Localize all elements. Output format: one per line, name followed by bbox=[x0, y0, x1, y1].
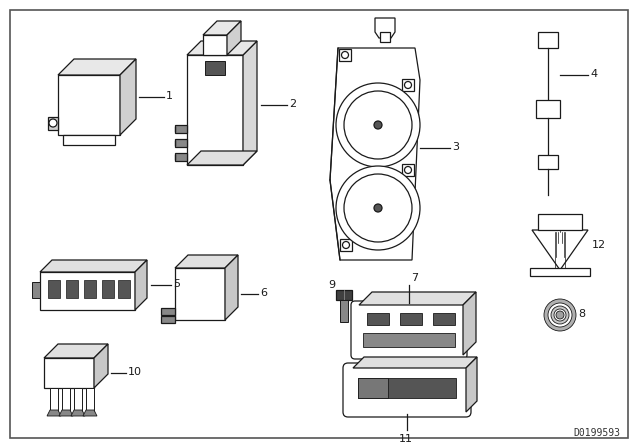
Polygon shape bbox=[203, 21, 241, 35]
FancyBboxPatch shape bbox=[351, 301, 467, 359]
Bar bbox=[358, 378, 388, 398]
Bar bbox=[363, 333, 455, 347]
Bar bbox=[50, 388, 58, 413]
Polygon shape bbox=[44, 358, 94, 388]
Circle shape bbox=[342, 52, 349, 59]
Bar bbox=[66, 280, 78, 298]
Polygon shape bbox=[225, 255, 238, 320]
Bar bbox=[400, 313, 422, 325]
Polygon shape bbox=[353, 357, 477, 368]
Polygon shape bbox=[175, 125, 187, 133]
Polygon shape bbox=[466, 357, 477, 412]
Bar bbox=[530, 268, 590, 276]
Bar bbox=[74, 388, 82, 413]
Text: 8: 8 bbox=[578, 309, 585, 319]
Bar bbox=[84, 280, 96, 298]
Polygon shape bbox=[203, 35, 227, 55]
Text: 9: 9 bbox=[328, 280, 335, 290]
Circle shape bbox=[551, 306, 569, 324]
Bar bbox=[538, 32, 558, 48]
Polygon shape bbox=[532, 230, 588, 270]
Text: 10: 10 bbox=[128, 367, 142, 377]
Circle shape bbox=[556, 311, 564, 319]
Text: 7: 7 bbox=[411, 273, 418, 283]
Circle shape bbox=[554, 309, 566, 321]
Polygon shape bbox=[161, 308, 175, 315]
Bar bbox=[402, 79, 414, 91]
Bar bbox=[118, 280, 130, 298]
Circle shape bbox=[336, 166, 420, 250]
Polygon shape bbox=[161, 316, 175, 323]
Polygon shape bbox=[359, 292, 476, 305]
Circle shape bbox=[342, 241, 349, 249]
Text: 1: 1 bbox=[166, 91, 173, 101]
Bar bbox=[340, 300, 348, 322]
Polygon shape bbox=[330, 48, 420, 260]
Polygon shape bbox=[463, 292, 476, 355]
Polygon shape bbox=[71, 410, 85, 416]
Bar bbox=[380, 32, 390, 42]
Polygon shape bbox=[175, 153, 187, 161]
Bar bbox=[340, 239, 352, 251]
Polygon shape bbox=[175, 268, 225, 320]
Circle shape bbox=[404, 167, 412, 173]
Bar bbox=[536, 100, 560, 118]
Text: 11: 11 bbox=[399, 434, 413, 444]
Bar bbox=[402, 164, 414, 176]
Circle shape bbox=[336, 83, 420, 167]
Polygon shape bbox=[120, 59, 136, 135]
Bar bbox=[367, 313, 389, 325]
Text: 4: 4 bbox=[590, 69, 597, 79]
Circle shape bbox=[49, 119, 57, 127]
Circle shape bbox=[404, 82, 412, 89]
Polygon shape bbox=[40, 272, 135, 310]
Polygon shape bbox=[47, 410, 61, 416]
Polygon shape bbox=[44, 344, 108, 358]
Bar bbox=[62, 388, 70, 413]
Text: D0199593: D0199593 bbox=[573, 428, 620, 438]
Polygon shape bbox=[135, 260, 147, 310]
Polygon shape bbox=[83, 410, 97, 416]
Text: 6: 6 bbox=[260, 288, 267, 298]
Polygon shape bbox=[227, 21, 241, 55]
Polygon shape bbox=[187, 151, 257, 165]
Polygon shape bbox=[48, 117, 58, 130]
Text: 5: 5 bbox=[173, 279, 180, 289]
Text: 3: 3 bbox=[452, 142, 459, 152]
Bar bbox=[205, 61, 225, 75]
Bar bbox=[86, 388, 94, 413]
Bar bbox=[48, 280, 60, 298]
Bar bbox=[339, 49, 351, 61]
Polygon shape bbox=[375, 18, 395, 38]
Circle shape bbox=[544, 299, 576, 331]
Text: 12: 12 bbox=[592, 240, 606, 250]
Polygon shape bbox=[94, 344, 108, 388]
Bar bbox=[102, 280, 114, 298]
Circle shape bbox=[374, 121, 382, 129]
Bar bbox=[358, 378, 456, 398]
Polygon shape bbox=[187, 41, 257, 55]
Polygon shape bbox=[40, 260, 147, 272]
Bar bbox=[433, 313, 455, 325]
Bar bbox=[32, 282, 40, 298]
Polygon shape bbox=[58, 59, 136, 75]
Polygon shape bbox=[58, 75, 120, 135]
Polygon shape bbox=[243, 41, 257, 165]
Text: 2: 2 bbox=[289, 99, 296, 109]
Polygon shape bbox=[187, 55, 243, 165]
Polygon shape bbox=[59, 410, 73, 416]
Polygon shape bbox=[63, 135, 115, 145]
Polygon shape bbox=[336, 290, 352, 300]
Circle shape bbox=[548, 303, 572, 327]
FancyBboxPatch shape bbox=[343, 363, 471, 417]
Polygon shape bbox=[175, 255, 238, 268]
Bar bbox=[538, 155, 558, 169]
Circle shape bbox=[374, 204, 382, 212]
Bar bbox=[538, 214, 582, 230]
Polygon shape bbox=[175, 139, 187, 147]
